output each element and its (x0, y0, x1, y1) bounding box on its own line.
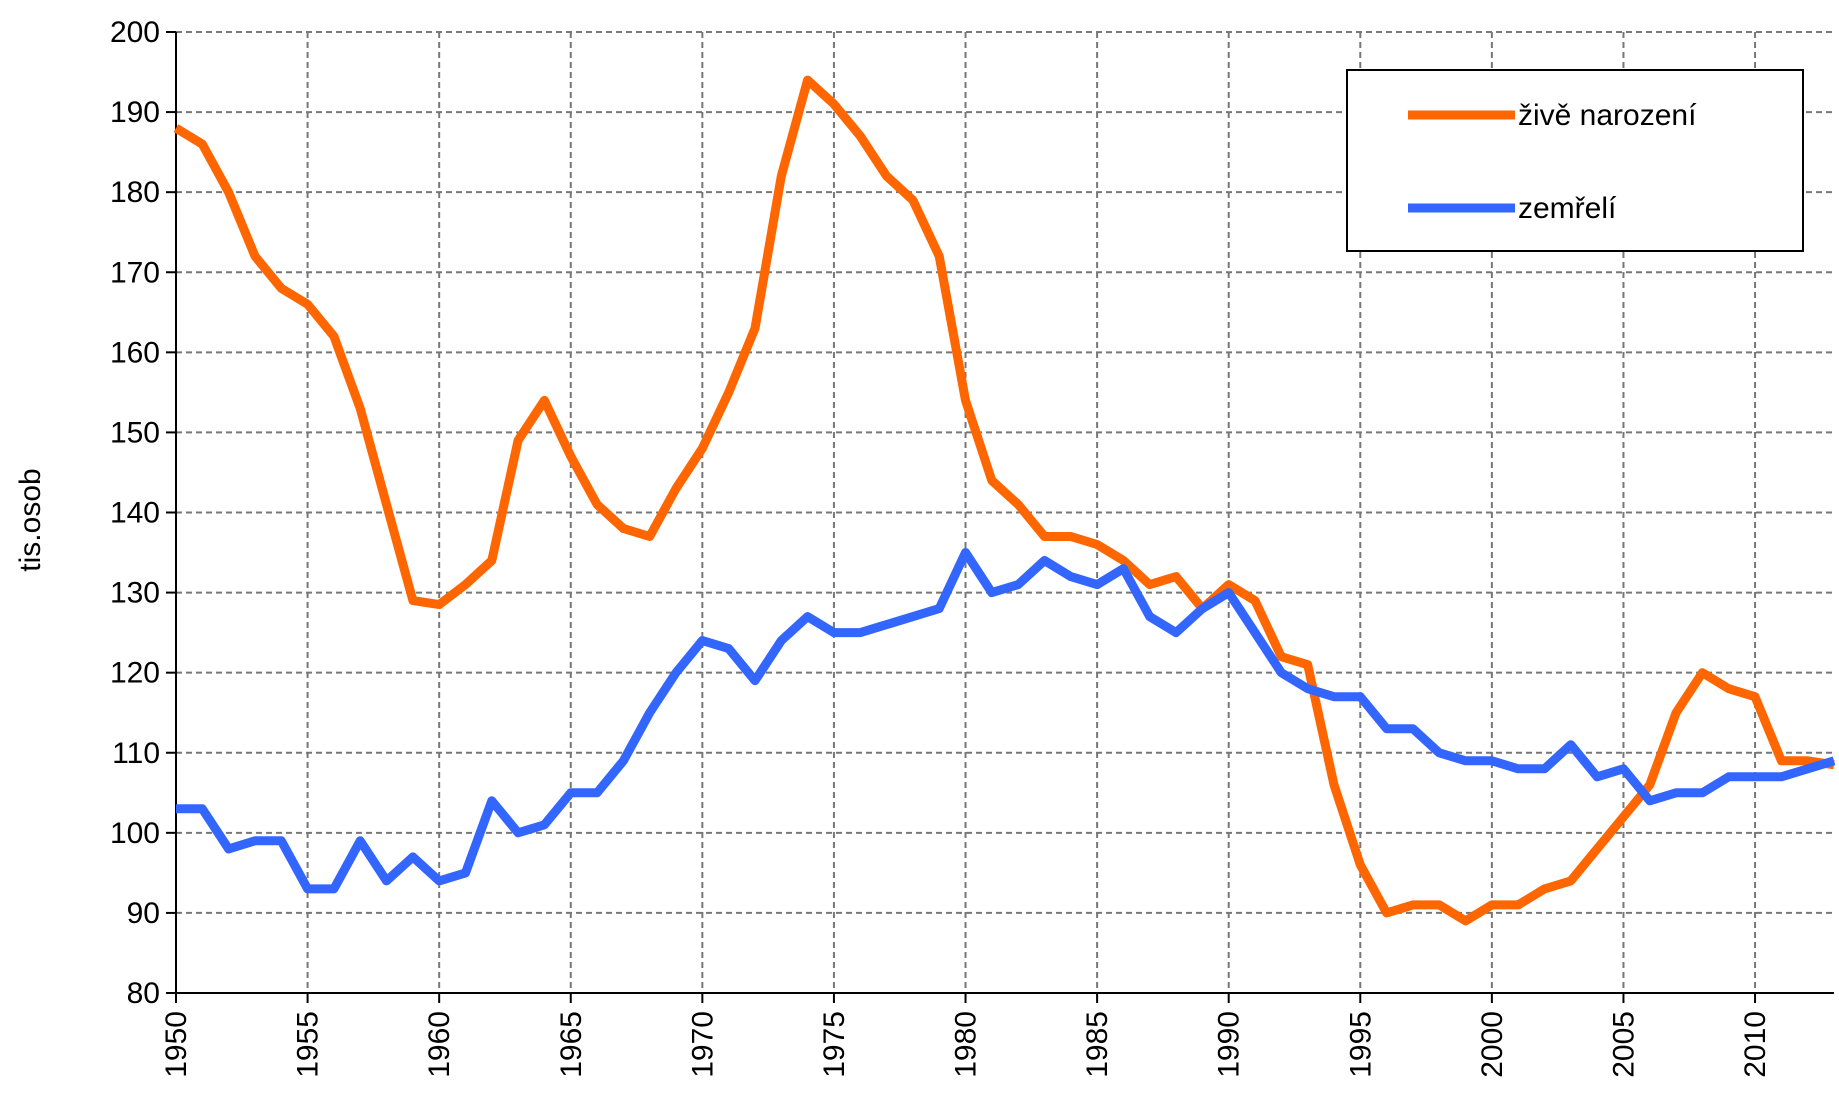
y-tick-label: 140 (110, 497, 160, 530)
x-tick-label: 1980 (950, 1011, 983, 1078)
x-tick-label: 1995 (1344, 1011, 1377, 1078)
y-tick-label: 110 (112, 737, 160, 770)
y-axis-label: tis.osob (14, 468, 47, 571)
y-tick-label: 90 (127, 897, 160, 930)
y-tick-label: 120 (110, 657, 160, 690)
legend-label: živě narození (1518, 99, 1697, 132)
x-tick-label: 2010 (1739, 1011, 1772, 1078)
x-tick-label: 1970 (686, 1011, 719, 1078)
y-tick-label: 160 (110, 336, 160, 369)
y-tick-label: 190 (110, 96, 160, 129)
legend-box (1346, 69, 1804, 252)
x-tick-label: 2005 (1607, 1011, 1640, 1078)
data-line (173, 75, 1835, 926)
x-tick-label: 1950 (160, 1011, 193, 1078)
x-tick-label: 2000 (1476, 1011, 1509, 1078)
y-tick-label: 150 (110, 416, 160, 449)
data-line (176, 548, 1836, 894)
y-tick-label: 80 (127, 977, 160, 1010)
y-tick-label: 100 (110, 817, 160, 850)
y-tick-label: 130 (110, 577, 160, 610)
x-tick-label: 1990 (1213, 1011, 1246, 1078)
y-tick-label: 170 (110, 256, 160, 289)
y-tick-label: 200 (110, 16, 160, 49)
x-tick-label: 1960 (423, 1011, 456, 1078)
legend: živě narození zemřelí (1346, 69, 1804, 252)
legend-label: zemřelí (1518, 192, 1617, 225)
x-tick-label: 1975 (818, 1011, 851, 1078)
x-tick-label: 1955 (292, 1011, 325, 1078)
x-tick-label: 1985 (1081, 1011, 1114, 1078)
x-tick-label: 1965 (555, 1011, 588, 1078)
y-tick-label: 180 (110, 176, 160, 209)
